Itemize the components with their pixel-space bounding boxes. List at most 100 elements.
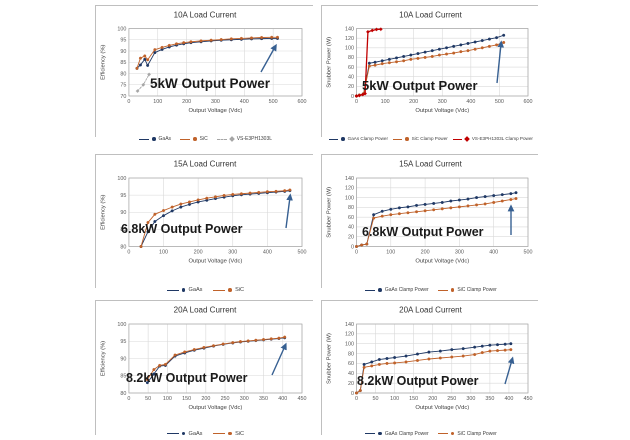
svg-text:150: 150 xyxy=(182,396,191,402)
svg-text:600: 600 xyxy=(524,99,533,105)
svg-text:15A Load Current: 15A Load Current xyxy=(399,160,462,169)
svg-text:300: 300 xyxy=(211,99,220,105)
svg-text:120: 120 xyxy=(345,186,354,192)
svg-text:Output Voltage (Vdc): Output Voltage (Vdc) xyxy=(189,405,243,411)
svg-text:80: 80 xyxy=(120,244,126,250)
svg-text:100: 100 xyxy=(345,46,354,52)
svg-text:100: 100 xyxy=(117,322,126,328)
svg-text:Output Voltage (Vdc): Output Voltage (Vdc) xyxy=(415,108,469,114)
svg-text:Output Voltage (Vdc): Output Voltage (Vdc) xyxy=(189,108,243,114)
svg-text:20: 20 xyxy=(348,84,354,90)
svg-text:300: 300 xyxy=(455,250,464,256)
svg-text:200: 200 xyxy=(201,396,210,402)
svg-text:200: 200 xyxy=(428,396,437,402)
svg-text:95: 95 xyxy=(120,193,126,199)
svg-text:80: 80 xyxy=(348,351,354,357)
svg-text:0: 0 xyxy=(127,250,130,256)
svg-text:400: 400 xyxy=(263,250,272,256)
svg-text:60: 60 xyxy=(348,65,354,71)
svg-text:120: 120 xyxy=(345,36,354,42)
svg-text:0: 0 xyxy=(351,244,354,250)
svg-text:95: 95 xyxy=(120,339,126,345)
svg-text:Snubber Power (W): Snubber Power (W) xyxy=(327,37,333,88)
svg-text:90: 90 xyxy=(120,210,126,216)
svg-text:Efficiency (%): Efficiency (%) xyxy=(101,195,107,230)
svg-text:300: 300 xyxy=(466,396,475,402)
svg-text:20A Load Current: 20A Load Current xyxy=(174,306,237,315)
svg-text:60: 60 xyxy=(348,215,354,221)
svg-text:70: 70 xyxy=(120,94,126,100)
svg-text:400: 400 xyxy=(504,396,513,402)
svg-text:Snubber Power (W): Snubber Power (W) xyxy=(327,333,333,384)
svg-text:20A Load Current: 20A Load Current xyxy=(399,306,462,315)
svg-text:80: 80 xyxy=(348,205,354,211)
svg-text:80: 80 xyxy=(120,391,126,397)
svg-text:300: 300 xyxy=(438,99,447,105)
svg-text:40: 40 xyxy=(348,371,354,377)
svg-text:100: 100 xyxy=(386,250,395,256)
svg-text:0: 0 xyxy=(127,99,130,105)
svg-text:0: 0 xyxy=(355,396,358,402)
svg-text:200: 200 xyxy=(409,99,418,105)
svg-text:100: 100 xyxy=(117,26,126,32)
svg-text:60: 60 xyxy=(348,361,354,367)
svg-text:100: 100 xyxy=(159,250,168,256)
svg-text:350: 350 xyxy=(259,396,268,402)
svg-text:80: 80 xyxy=(348,55,354,61)
svg-text:200: 200 xyxy=(182,99,191,105)
svg-text:50: 50 xyxy=(373,396,379,402)
svg-text:140: 140 xyxy=(345,176,354,182)
svg-text:Output Voltage (Vdc): Output Voltage (Vdc) xyxy=(189,259,243,265)
svg-text:Output Voltage (Vdc): Output Voltage (Vdc) xyxy=(415,405,469,411)
svg-text:Efficiency (%): Efficiency (%) xyxy=(101,341,107,376)
svg-text:80: 80 xyxy=(120,71,126,77)
svg-text:100: 100 xyxy=(117,176,126,182)
svg-text:400: 400 xyxy=(466,99,475,105)
svg-text:90: 90 xyxy=(120,356,126,362)
svg-text:100: 100 xyxy=(153,99,162,105)
svg-text:40: 40 xyxy=(348,225,354,231)
svg-text:85: 85 xyxy=(120,60,126,66)
svg-text:Output Voltage (Vdc): Output Voltage (Vdc) xyxy=(415,259,469,265)
svg-text:100: 100 xyxy=(345,195,354,201)
svg-text:500: 500 xyxy=(298,250,307,256)
svg-text:50: 50 xyxy=(145,396,151,402)
svg-text:350: 350 xyxy=(485,396,494,402)
svg-text:500: 500 xyxy=(524,250,533,256)
svg-text:0: 0 xyxy=(351,391,354,397)
svg-text:400: 400 xyxy=(240,99,249,105)
svg-text:100: 100 xyxy=(390,396,399,402)
svg-text:200: 200 xyxy=(421,250,430,256)
svg-text:400: 400 xyxy=(278,396,287,402)
svg-text:75: 75 xyxy=(120,83,126,89)
svg-text:100: 100 xyxy=(345,342,354,348)
svg-text:140: 140 xyxy=(345,322,354,328)
svg-text:150: 150 xyxy=(409,396,418,402)
svg-text:140: 140 xyxy=(345,26,354,32)
svg-text:10A Load Current: 10A Load Current xyxy=(174,10,237,19)
svg-text:95: 95 xyxy=(120,38,126,44)
svg-text:300: 300 xyxy=(228,250,237,256)
svg-text:400: 400 xyxy=(489,250,498,256)
svg-text:10A Load Current: 10A Load Current xyxy=(399,10,462,19)
svg-text:200: 200 xyxy=(194,250,203,256)
svg-text:Efficiency (%): Efficiency (%) xyxy=(101,45,107,80)
svg-text:90: 90 xyxy=(120,49,126,55)
svg-text:600: 600 xyxy=(298,99,307,105)
svg-text:20: 20 xyxy=(348,381,354,387)
svg-text:40: 40 xyxy=(348,75,354,81)
svg-text:0: 0 xyxy=(351,94,354,100)
svg-text:300: 300 xyxy=(240,396,249,402)
svg-text:500: 500 xyxy=(269,99,278,105)
svg-text:100: 100 xyxy=(381,99,390,105)
svg-text:100: 100 xyxy=(163,396,172,402)
svg-text:450: 450 xyxy=(298,396,307,402)
svg-text:250: 250 xyxy=(221,396,230,402)
svg-text:0: 0 xyxy=(127,396,130,402)
svg-text:0: 0 xyxy=(355,250,358,256)
svg-text:20: 20 xyxy=(348,235,354,241)
svg-text:450: 450 xyxy=(524,396,533,402)
svg-text:0: 0 xyxy=(355,99,358,105)
svg-text:500: 500 xyxy=(495,99,504,105)
svg-text:250: 250 xyxy=(447,396,456,402)
